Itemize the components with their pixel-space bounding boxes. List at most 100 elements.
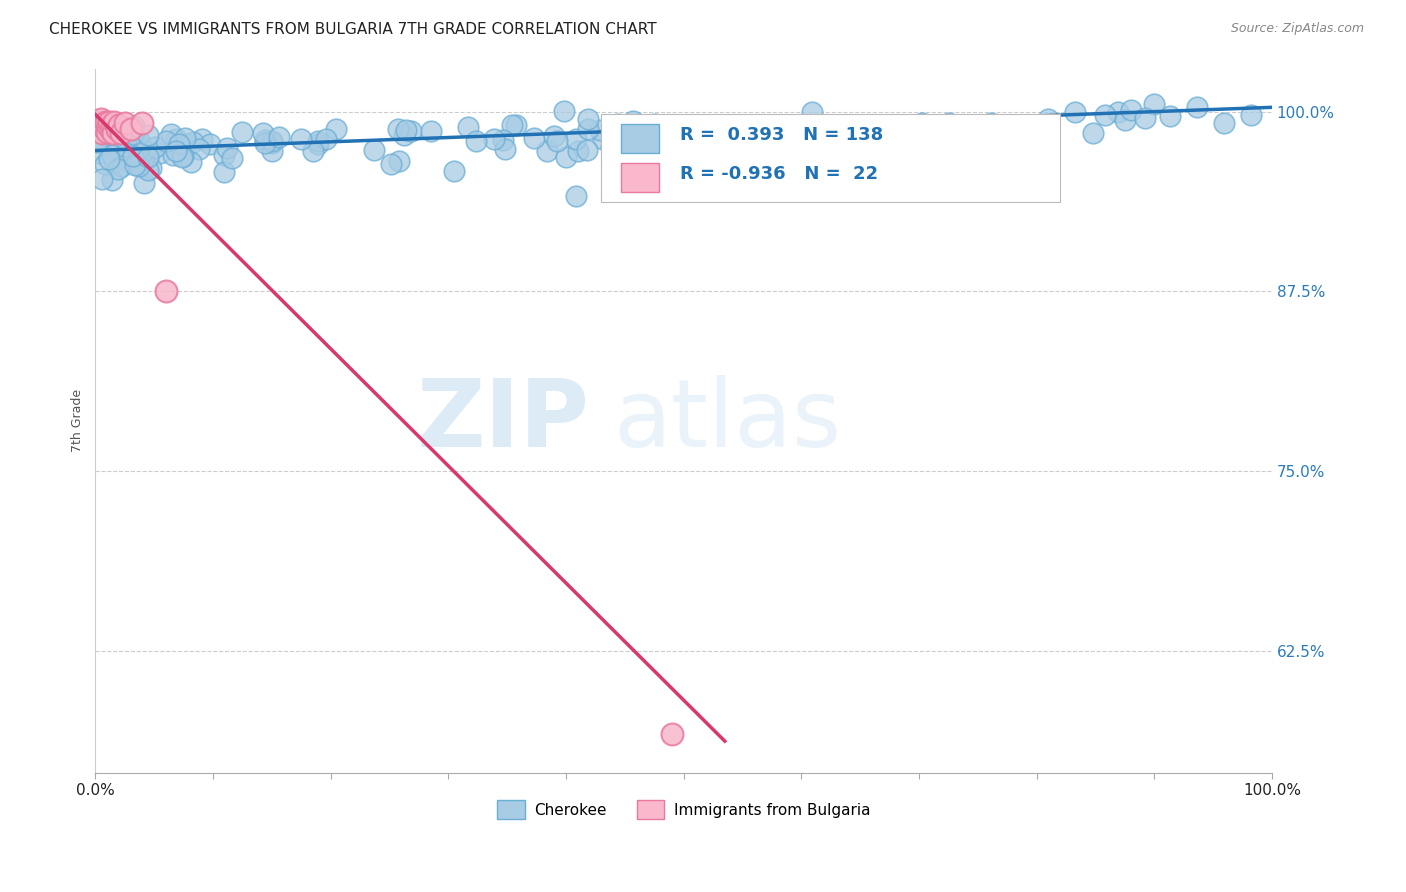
Point xyxy=(267,130,290,145)
Point xyxy=(401,124,423,138)
Point xyxy=(648,126,671,140)
Point xyxy=(1159,109,1181,123)
Point xyxy=(589,123,612,137)
Point xyxy=(664,146,686,161)
Point xyxy=(103,114,125,128)
Point xyxy=(200,136,222,151)
Point xyxy=(90,129,112,144)
Text: CHEROKEE VS IMMIGRANTS FROM BULGARIA 7TH GRADE CORRELATION CHART: CHEROKEE VS IMMIGRANTS FROM BULGARIA 7TH… xyxy=(49,22,657,37)
Point xyxy=(911,115,934,129)
Point xyxy=(101,118,124,132)
Point xyxy=(128,159,150,173)
Point xyxy=(1094,108,1116,122)
Point xyxy=(1240,108,1263,122)
Point xyxy=(783,139,806,153)
Point xyxy=(555,150,578,164)
Point xyxy=(325,121,347,136)
Point xyxy=(565,132,588,146)
Point xyxy=(98,114,121,128)
Point xyxy=(576,112,599,127)
Point xyxy=(302,144,325,158)
Point xyxy=(136,150,159,164)
Point xyxy=(465,134,488,148)
Point xyxy=(101,126,124,140)
Point xyxy=(290,132,312,146)
Point xyxy=(180,155,202,169)
Point xyxy=(1213,116,1236,130)
Point xyxy=(494,142,516,156)
Point xyxy=(155,285,177,299)
Point xyxy=(1185,100,1208,114)
Point xyxy=(818,122,841,136)
Point xyxy=(1081,126,1104,140)
Point xyxy=(174,130,197,145)
Point xyxy=(122,120,145,134)
Point xyxy=(1114,112,1136,127)
Point xyxy=(789,127,811,141)
Point xyxy=(141,161,163,176)
Point xyxy=(117,155,139,169)
Point xyxy=(363,143,385,157)
Point xyxy=(134,176,156,190)
Point xyxy=(136,162,159,177)
Point xyxy=(90,121,112,136)
Point xyxy=(505,118,527,132)
Point xyxy=(1029,120,1052,134)
Point xyxy=(546,134,568,148)
Point xyxy=(387,122,409,136)
Point xyxy=(122,149,145,163)
Point xyxy=(980,116,1002,130)
Point xyxy=(131,116,153,130)
Point xyxy=(212,165,235,179)
Point xyxy=(800,105,823,120)
Point xyxy=(1063,105,1085,120)
Point xyxy=(307,134,329,148)
Point xyxy=(627,117,650,131)
Point xyxy=(938,116,960,130)
Point xyxy=(644,117,666,131)
Point xyxy=(621,114,644,128)
Point xyxy=(94,114,117,128)
Point xyxy=(661,727,683,741)
Point xyxy=(394,128,416,142)
Point xyxy=(172,150,194,164)
Point xyxy=(536,144,558,158)
Point xyxy=(187,142,209,156)
Point xyxy=(117,144,139,158)
Point xyxy=(575,143,598,157)
Point xyxy=(1133,112,1156,126)
Point xyxy=(96,125,118,139)
Point xyxy=(115,133,138,147)
Point xyxy=(883,129,905,144)
Point xyxy=(139,145,162,160)
Point xyxy=(457,120,479,134)
Point xyxy=(260,134,283,148)
Point xyxy=(567,144,589,158)
Point xyxy=(132,153,155,168)
Point xyxy=(640,165,662,179)
Point xyxy=(388,154,411,169)
Point xyxy=(149,146,172,161)
Point xyxy=(97,119,120,133)
Point xyxy=(606,117,628,131)
Point xyxy=(134,148,156,162)
Point xyxy=(100,123,122,137)
Point xyxy=(1107,105,1129,120)
Point xyxy=(380,156,402,170)
Point xyxy=(482,132,505,146)
Text: R =  0.393   N = 138: R = 0.393 N = 138 xyxy=(681,126,883,145)
Point xyxy=(523,130,546,145)
Text: ZIP: ZIP xyxy=(416,375,589,467)
Point xyxy=(212,147,235,161)
Point xyxy=(191,132,214,146)
Point xyxy=(117,121,139,136)
Point xyxy=(419,124,441,138)
Point xyxy=(94,157,117,171)
Legend: Cherokee, Immigrants from Bulgaria: Cherokee, Immigrants from Bulgaria xyxy=(491,794,876,825)
Point xyxy=(174,137,197,152)
Point xyxy=(260,136,283,151)
Point xyxy=(91,126,114,140)
Point xyxy=(565,189,588,203)
Point xyxy=(215,141,238,155)
Point xyxy=(93,116,115,130)
